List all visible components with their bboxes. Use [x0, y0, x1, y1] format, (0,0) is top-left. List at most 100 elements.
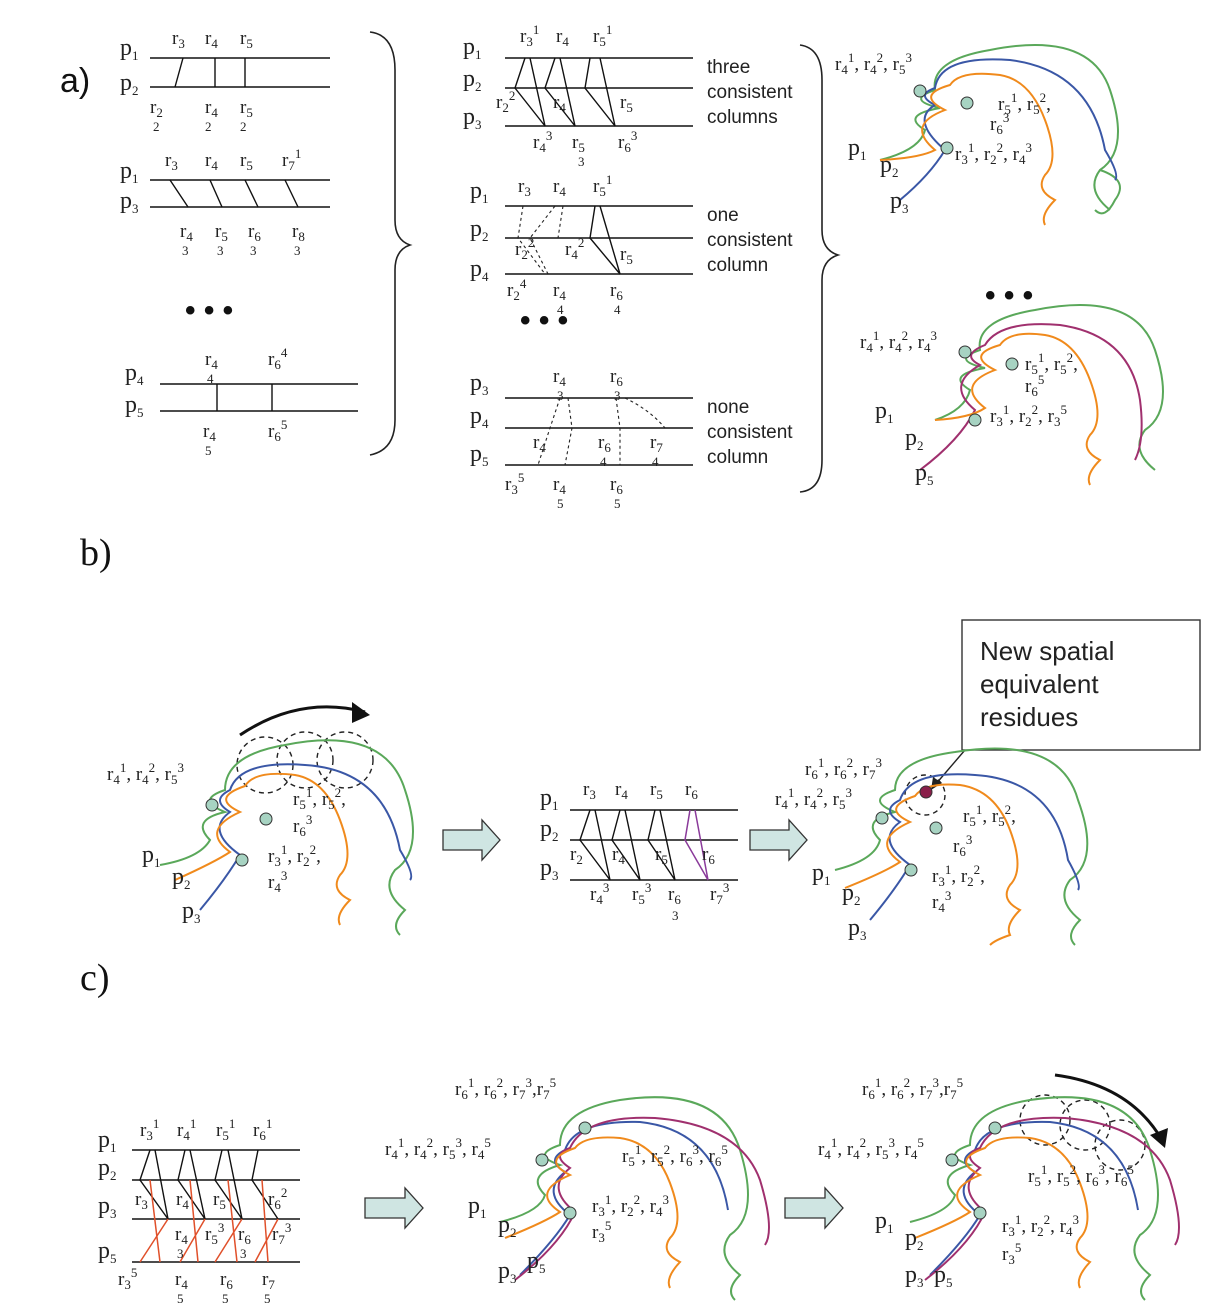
triple-alignment-p1-p2-p3: p1 p2 p3 r31 r4 r51 r22 r4 r5 r43 r5 3 r…: [463, 22, 693, 169]
svg-text:consistent: consistent: [707, 82, 793, 103]
svg-text:r2: r2: [570, 844, 583, 867]
svg-text:p1: p1: [875, 1208, 894, 1236]
svg-text:column: column: [707, 255, 768, 276]
dashed-circle-icon: [316, 731, 374, 789]
svg-text:r41, r42, r53, r45: r41, r42, r53, r45: [818, 1135, 924, 1162]
svg-text:r6: r6: [702, 844, 715, 867]
ellipsis-a-left: • • •: [185, 294, 233, 327]
svg-text:p2: p2: [172, 864, 191, 892]
residue-sphere-icon: [958, 345, 972, 359]
svg-text:r6: r6: [238, 1224, 251, 1247]
svg-text:p5: p5: [915, 460, 934, 488]
svg-text:p3: p3: [120, 188, 139, 216]
svg-text:r43: r43: [268, 868, 287, 895]
svg-text:r8: r8: [292, 221, 305, 244]
svg-text:p1: p1: [142, 842, 161, 870]
svg-text:r73: r73: [272, 1220, 291, 1247]
residue-sphere-icon: [913, 84, 927, 98]
svg-text:p3: p3: [182, 898, 201, 926]
svg-text:r4: r4: [205, 150, 218, 173]
right-brace-icon: [369, 31, 413, 456]
svg-text:r73: r73: [710, 880, 729, 907]
svg-text:3: 3: [217, 243, 224, 258]
svg-text:r51: r51: [216, 1116, 235, 1143]
svg-text:p3: p3: [470, 370, 489, 398]
panel-label-b: b): [80, 532, 112, 574]
svg-text:r43: r43: [932, 888, 951, 915]
svg-text:r5: r5: [620, 92, 633, 115]
svg-text:2: 2: [153, 119, 160, 134]
svg-text:5: 5: [177, 1291, 184, 1306]
svg-text:r4: r4: [553, 366, 566, 389]
svg-text:p3: p3: [905, 1262, 924, 1290]
svg-text:r5: r5: [650, 779, 663, 802]
svg-text:r62: r62: [268, 1185, 287, 1212]
residue-sphere-icon: [578, 1121, 592, 1135]
svg-text:p1: p1: [812, 860, 831, 888]
svg-text:r4: r4: [205, 28, 218, 51]
svg-text:r31, r22, r43: r31, r22, r43: [592, 1192, 669, 1219]
dashed-circle-icon: [1059, 1099, 1111, 1151]
svg-text:3: 3: [182, 243, 189, 258]
svg-text:r53: r53: [205, 1220, 224, 1247]
svg-text:r4: r4: [175, 1224, 188, 1247]
svg-text:r31: r31: [520, 22, 539, 49]
svg-text:r6: r6: [220, 1269, 233, 1292]
svg-text:r3: r3: [518, 176, 531, 199]
svg-text:r41, r42, r53, r45: r41, r42, r53, r45: [385, 1135, 491, 1162]
svg-text:r61, r62, r73,r75: r61, r62, r73,r75: [455, 1075, 556, 1102]
svg-text:none: none: [707, 397, 749, 418]
residue-sphere-icon: [968, 413, 982, 427]
svg-text:r7: r7: [650, 432, 663, 455]
right-brace-icon: [799, 44, 841, 493]
structure-superposition-p1-p2-p3: [879, 44, 1121, 226]
svg-text:r6: r6: [610, 366, 623, 389]
structure-four-proteins: [499, 1096, 770, 1301]
svg-text:r5: r5: [620, 244, 633, 267]
svg-text:r5: r5: [572, 132, 585, 155]
svg-text:p2: p2: [463, 66, 482, 94]
svg-text:4: 4: [600, 454, 607, 469]
svg-text:equivalent: equivalent: [980, 669, 1099, 699]
svg-text:5: 5: [557, 496, 564, 511]
svg-text:p5: p5: [934, 1262, 953, 1290]
svg-text:r51: r51: [593, 172, 612, 199]
svg-text:column: column: [707, 447, 768, 468]
svg-text:r4: r4: [556, 26, 569, 49]
note-three-consistent: three consistent columns: [707, 57, 793, 128]
svg-text:r31, r22,: r31, r22,: [268, 842, 321, 869]
svg-text:r3: r3: [583, 779, 596, 802]
right-block-arrow-icon: [749, 818, 808, 862]
right-block-arrow-icon: [784, 1186, 844, 1230]
svg-text:r6: r6: [685, 779, 698, 802]
panel-label-a: a): [60, 62, 90, 100]
svg-text:3: 3: [578, 154, 585, 169]
svg-text:r4: r4: [553, 474, 566, 497]
svg-text:r5: r5: [215, 221, 228, 244]
svg-text:r35: r35: [1002, 1240, 1021, 1267]
svg-text:3: 3: [240, 1246, 247, 1261]
svg-text:r35: r35: [505, 470, 524, 497]
svg-text:2: 2: [205, 119, 212, 134]
svg-text:r5: r5: [240, 28, 253, 51]
ellipsis-a-middle: • • •: [520, 304, 568, 337]
extended-alignment-p1-p2-p3: p1 p2 p3 r3 r4 r5 r6 r2 r4 r5 r6 r43 r53…: [540, 779, 738, 923]
svg-text:r51, r52,: r51, r52,: [293, 785, 346, 812]
svg-text:p4: p4: [470, 403, 489, 431]
svg-text:p1: p1: [540, 785, 559, 813]
panel-label-c: c): [80, 957, 110, 999]
svg-text:r51, r52, r63, r65: r51, r52, r63, r65: [622, 1142, 728, 1169]
alignment-p4-p5: p4 p5 r4 4 r64 r4 5 r65: [125, 345, 358, 458]
svg-text:r51, r52,: r51, r52,: [1025, 350, 1078, 377]
svg-text:5: 5: [264, 1291, 271, 1306]
svg-text:r31, r22,: r31, r22,: [932, 862, 985, 889]
svg-text:r31, r22, r35: r31, r22, r35: [990, 402, 1067, 429]
triple-alignment-p1-p2-p4: p1 p2 p4 r3 r4 r51 r22 r42 r5 r24 r4 4 r…: [470, 172, 693, 317]
structure-superposition-p1-p2-p5: [919, 304, 1164, 486]
svg-text:p4: p4: [470, 256, 489, 284]
svg-text:r63: r63: [953, 832, 972, 859]
svg-text:p3: p3: [498, 1258, 517, 1286]
residue-sphere-icon: [929, 821, 943, 835]
alignment-p1-p3: p1 p3 r3 r4 r5 r71 r4 3 r5 3 r6 3 r8 3: [120, 146, 330, 258]
